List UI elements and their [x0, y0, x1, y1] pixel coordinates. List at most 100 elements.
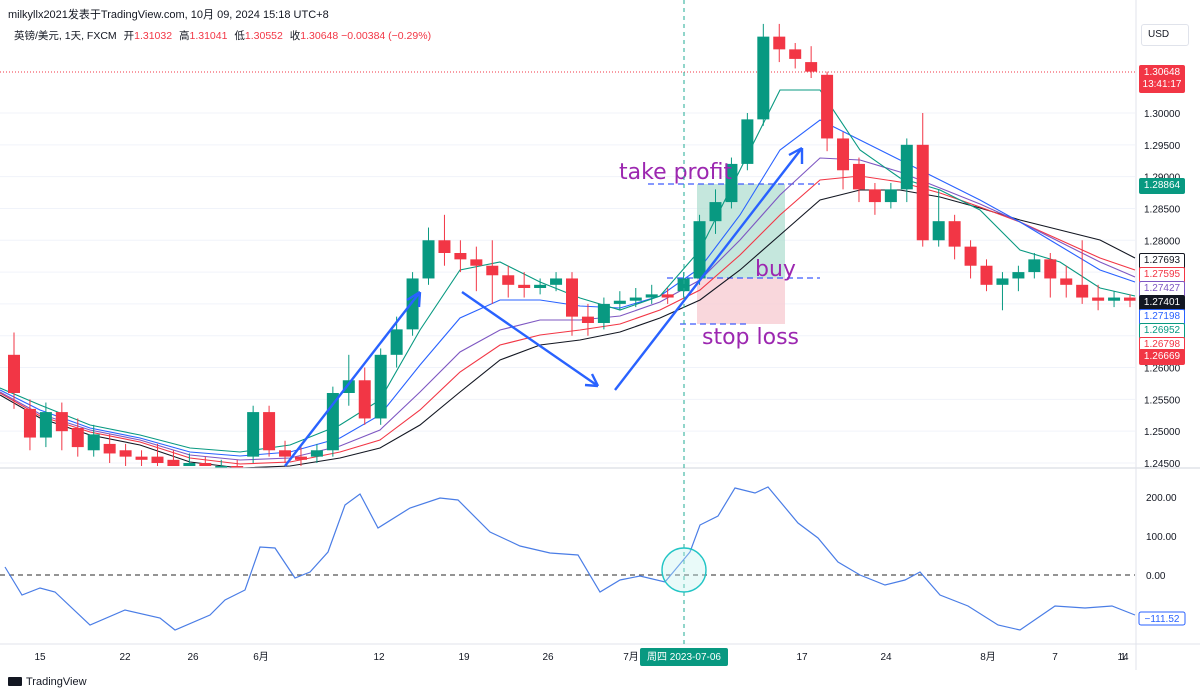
- candle: [884, 183, 897, 209]
- time-tick-label: 17: [796, 652, 808, 663]
- candle-body: [996, 278, 1009, 285]
- publisher-line: milkyllx2021发表于TradingView.com, 10月 09, …: [8, 9, 329, 21]
- candle: [868, 183, 881, 215]
- symbol-label[interactable]: 英镑/美元, 1天, FXCM: [14, 30, 117, 42]
- candle: [263, 405, 276, 457]
- candle: [789, 43, 802, 69]
- time-tick-label: 7月: [623, 651, 639, 663]
- candle: [980, 259, 993, 292]
- candle: [677, 272, 690, 298]
- oscillator-line: [4, 486, 1136, 631]
- candle-body: [135, 456, 148, 460]
- candle: [948, 214, 961, 260]
- candle: [8, 332, 20, 409]
- time-tick-label: 22: [119, 652, 131, 663]
- price-tick-label: 1.28500: [1144, 204, 1181, 215]
- candle: [645, 284, 658, 304]
- candle-body: [39, 412, 52, 438]
- candle-body: [581, 316, 594, 323]
- candle-body: [789, 49, 802, 59]
- candle: [390, 316, 403, 368]
- candle: [119, 443, 132, 466]
- low-label: 低: [234, 30, 245, 42]
- candle-body: [406, 278, 419, 330]
- candle-body: [550, 278, 563, 285]
- candle: [151, 443, 164, 466]
- candle-body: [852, 163, 865, 190]
- candle: [821, 71, 834, 152]
- candle-body: [55, 412, 68, 432]
- candle: [550, 272, 563, 292]
- osc-tick-label: 200.00: [1146, 493, 1177, 504]
- candle-body: [294, 456, 307, 460]
- candle-body: [900, 144, 913, 190]
- candle-body: [1044, 259, 1057, 279]
- candle: [310, 443, 323, 463]
- osc-value-tag: [1138, 611, 1186, 626]
- time-tick-label: 1: [1120, 652, 1126, 663]
- candle-body: [279, 450, 292, 457]
- crossover-highlight: [661, 547, 707, 593]
- candle: [1124, 294, 1136, 308]
- candle: [247, 405, 260, 463]
- stop-loss-label: stop loss: [702, 325, 799, 350]
- candle: [1108, 291, 1121, 308]
- candle-body: [773, 36, 786, 50]
- candle-body: [502, 275, 515, 285]
- candle-body: [374, 354, 387, 419]
- candle: [294, 447, 307, 466]
- candle: [215, 459, 228, 468]
- countdown-text: 13:41:17: [1142, 79, 1182, 90]
- candle-body: [71, 428, 84, 448]
- candle-body: [932, 221, 945, 241]
- arrow-down-head: [584, 373, 600, 388]
- price-tag: 1.26669: [1139, 349, 1185, 365]
- candle: [502, 265, 515, 298]
- candle-body: [247, 412, 260, 457]
- candle-body: [103, 443, 116, 454]
- candle-body: [916, 144, 929, 241]
- arrow-up-1: [284, 291, 421, 467]
- candle: [470, 246, 483, 292]
- oscillator-axis[interactable]: 200.00 100.00 0.00 −111.52: [1138, 493, 1186, 626]
- candle: [900, 138, 913, 203]
- candle-body: [215, 466, 228, 468]
- arrow-down: [461, 291, 599, 387]
- candle: [231, 459, 244, 468]
- price-tick-label: 1.24500: [1144, 459, 1181, 470]
- candle-body: [677, 278, 690, 292]
- change-value: −0.00384 (−0.29%): [341, 30, 432, 42]
- osc-value-text: −111.52: [1145, 614, 1180, 625]
- candle: [55, 402, 68, 451]
- candle: [613, 291, 626, 311]
- arrow-up-2: [614, 147, 803, 391]
- candle-body: [805, 62, 818, 72]
- time-axis[interactable]: 15 22 26 6月 12 19 26 7月 17 24 8月 7 141 周四 2023-07-06: [34, 648, 1129, 666]
- candle-body: [964, 246, 977, 266]
- candle: [71, 418, 84, 457]
- candle: [135, 450, 148, 466]
- candle: [964, 240, 977, 279]
- arrow-up-1-head: [406, 290, 422, 308]
- candle: [1076, 240, 1089, 304]
- candle: [852, 157, 865, 203]
- candle: [103, 434, 116, 463]
- candle: [486, 240, 499, 304]
- candle: [757, 23, 770, 126]
- candle-body: [821, 74, 834, 139]
- candle: [279, 440, 292, 463]
- osc-tick-label: 100.00: [1146, 532, 1177, 543]
- arrow-up-2-head: [788, 146, 804, 164]
- ma-green: [0, 89, 1136, 453]
- candle-body: [263, 412, 276, 451]
- candle: [1012, 265, 1025, 292]
- candle-body: [486, 265, 499, 276]
- candle: [773, 23, 786, 63]
- candle-body: [1028, 259, 1041, 273]
- candle: [518, 272, 531, 298]
- currency-button[interactable]: USD: [1141, 24, 1189, 46]
- candle: [693, 214, 706, 285]
- tradingview-footer[interactable]: TradingView: [8, 676, 87, 688]
- time-tick-label: 14: [1117, 652, 1129, 663]
